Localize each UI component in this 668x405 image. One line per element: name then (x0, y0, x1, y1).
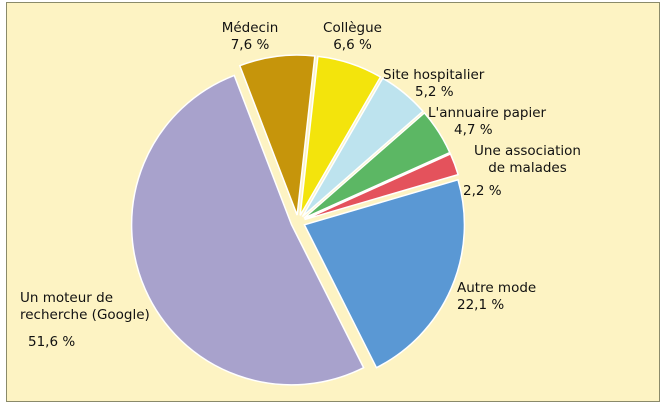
pie-slice (299, 55, 382, 216)
category-label: Un moteur de recherche (Google) (20, 290, 150, 323)
pie-slice (130, 74, 365, 386)
pie-slice (304, 152, 460, 221)
value-label: 4,7 % (454, 122, 493, 138)
slice-label: Autre mode 22,1 % (457, 280, 557, 314)
pie-slice (238, 54, 316, 216)
value-label: 5,2 % (415, 84, 454, 100)
slice-label: Une association de malades 2,2 % (455, 143, 600, 200)
slice-label: L'annuaire papier 4,7 % (428, 105, 553, 139)
pie-slice (301, 77, 424, 218)
category-label: Collègue (323, 20, 382, 36)
slice-label: Un moteur de recherche (Google) 51,6 % (20, 290, 170, 351)
pie-slice (303, 111, 451, 219)
category-label: Autre mode (457, 280, 537, 296)
pie-slice (303, 178, 466, 369)
category-label: L'annuaire papier (428, 105, 547, 121)
slice-label: Site hospitalier 5,2 % (383, 67, 493, 101)
value-label: 7,6 % (230, 37, 270, 53)
category-label: Une association de malades (474, 143, 581, 176)
slice-label: Médecin 7,6 % (200, 20, 300, 54)
value-label: 51,6 % (28, 334, 76, 350)
category-label: Médecin (221, 20, 279, 36)
slice-label: Collègue 6,6 % (310, 20, 395, 54)
value-label: 2,2 % (463, 183, 502, 199)
category-label: Site hospitalier (383, 67, 485, 83)
value-label: 6,6 % (333, 37, 372, 53)
value-label: 22,1 % (457, 297, 505, 313)
